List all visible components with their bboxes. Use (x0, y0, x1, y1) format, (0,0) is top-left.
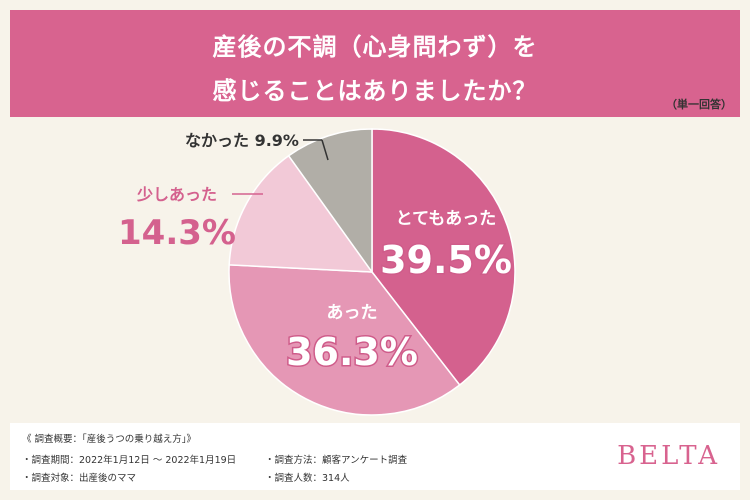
slice-label-0: とてもあった (396, 209, 497, 229)
pie-slice-1 (228, 264, 461, 416)
slice-label-3: なかった 9.9% (185, 131, 299, 150)
survey-method: ・調査方法：顧客アンケート調査 (265, 455, 408, 466)
belta-logo: BELTA (617, 441, 720, 471)
pie-slice-2 (228, 154, 374, 273)
title-line-1: 産後の不調（心身問わず）を (212, 33, 538, 61)
pie-slice-0 (371, 128, 516, 387)
survey-respondents: ・調査人数：314人 (265, 473, 350, 484)
slice-value-2: 14.3% (118, 213, 236, 253)
pie-slice-3 (287, 128, 373, 275)
slice-value-0: 39.5% (380, 238, 512, 282)
title-line-2: 感じることはありましたか？ (212, 77, 538, 105)
answer-type-note: （単一回答） (666, 98, 732, 111)
pie-chart: とてもあった 39.5% あった 36.3% 少しあった 14.3% なかった 9.9% (118, 128, 516, 416)
survey-footer: 《 調査概要：「産後うつの乗り越え方」》 ・調査期間：2022年1月12日 ～ … (10, 423, 740, 490)
title-banner: 産後の不調（心身問わず）を 感じることはありましたか？ (10, 10, 740, 117)
slice-label-2: 少しあった (136, 185, 217, 204)
survey-target: ・調査対象：出産後のママ (22, 473, 137, 484)
slice-value-1: 36.3% (286, 330, 418, 374)
survey-overview: 《 調査概要：「産後うつの乗り越え方」》 (22, 434, 197, 445)
leader-line-3b (321, 139, 329, 161)
survey-period: ・調査期間：2022年1月12日 ～ 2022年1月19日 (22, 455, 237, 466)
slice-label-1: あった (327, 303, 378, 323)
